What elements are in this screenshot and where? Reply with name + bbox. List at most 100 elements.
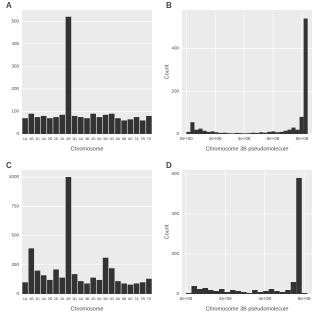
histogram-bar [257,292,264,294]
y-tick-label: 300 [11,64,19,69]
x-tick-label: 2e+08 [209,136,222,141]
x-tick-label: 4e+08 [238,136,251,141]
histogram-bar [202,130,207,134]
histogram-bar [283,130,288,134]
x-axis-title: Chromosome [70,306,103,312]
histogram-bar [299,116,304,134]
x-tick-label: 1B [29,297,34,301]
x-tick-label: 7A [134,137,139,141]
x-tick-label: 3A [60,297,65,301]
bar [53,269,59,294]
x-tick-label: 2B [48,297,53,301]
histogram-bar [238,133,243,134]
panel-label: A [6,1,12,10]
x-tick-label: 6B [122,137,127,141]
x-tick-label: 6B [122,297,127,301]
bar [59,114,66,134]
y-tick-label: 200 [171,88,179,93]
y-tick-label: 500 [11,18,19,23]
y-tick-label: 400 [171,211,179,216]
bar [47,118,53,134]
x-tick-label: 1A [23,297,28,301]
histogram-bar [303,18,308,134]
x-tick-label: 4D [91,137,96,141]
x-tick-label: 1B [29,137,34,141]
bar [78,117,84,134]
bar [40,275,47,294]
histogram-bar [267,131,272,134]
x-tick-label: 3A [60,137,65,141]
x-tick-label: 5B [103,137,108,141]
histogram-bar [190,122,195,134]
histogram-bar [247,133,252,134]
y-tick-label: 0 [16,291,19,296]
bar [108,268,115,294]
histogram-bar [208,290,214,294]
bar [40,115,47,134]
histogram-bar [210,131,215,134]
histogram-bar [246,293,253,294]
histogram-bar [234,132,239,134]
bar [108,113,115,134]
histogram-bar [275,132,280,134]
bar [22,282,28,294]
x-tick-label: 4A [79,297,84,301]
x-tick-label: 7D [147,137,152,141]
x-tick-label: 3B [66,137,71,141]
histogram-bar [194,129,199,134]
bar [133,117,140,134]
histogram-bar [241,292,247,294]
histogram-bar [186,131,191,134]
bar [115,118,121,134]
histogram-bar [191,286,197,294]
y-tick-label: 500 [11,233,19,238]
x-tick-label: 6e+08 [298,296,311,301]
bar [121,283,127,294]
histogram-bar [202,288,208,294]
bar [127,284,134,294]
bar [84,283,90,294]
histogram-bar [259,132,264,134]
x-tick-label: 3D [72,297,77,301]
histogram-bar [296,178,302,294]
x-tick-label: 6A [116,297,121,301]
y-tick-label: 750 [11,203,19,208]
histogram-bar [224,292,231,294]
histogram-bar [274,291,280,294]
x-tick-label: 5A [97,297,102,301]
bar [139,120,146,134]
x-tick-label: 2D [54,137,59,141]
histogram-bar [279,292,286,294]
bar [78,281,84,294]
bar [146,115,152,134]
bar [96,279,103,294]
x-axis-title: Chromosome 3B pseudomolecule [206,306,289,312]
bar [96,117,103,134]
x-tick-label: 6A [116,137,121,141]
histogram-bar [263,132,268,134]
histogram-bar [290,282,297,294]
x-tick-label: 4B [85,137,90,141]
histogram-bar [251,132,256,134]
x-tick-label: 2A [41,297,46,301]
histogram-bar [198,128,203,134]
histogram-bar [214,132,219,134]
x-tick-label: 5D [109,137,114,141]
histogram-bar [230,133,235,134]
bar [22,118,28,134]
panel-label: C [6,161,12,170]
histogram-bar [226,133,231,134]
x-axis-title: Chromosome 3B pseudomolecule [206,146,289,152]
x-tick-label: 1D [35,297,40,301]
histogram-bar [222,132,227,134]
y-tick-label: 200 [171,251,179,256]
histogram-bar [291,127,296,134]
x-axis-title: Chromosome [70,146,103,152]
histogram-bar [219,289,225,294]
bar [65,16,72,135]
y-tick-label: 0 [16,131,19,136]
bar [28,113,35,134]
histogram-bar [279,131,284,134]
bar [84,118,90,134]
